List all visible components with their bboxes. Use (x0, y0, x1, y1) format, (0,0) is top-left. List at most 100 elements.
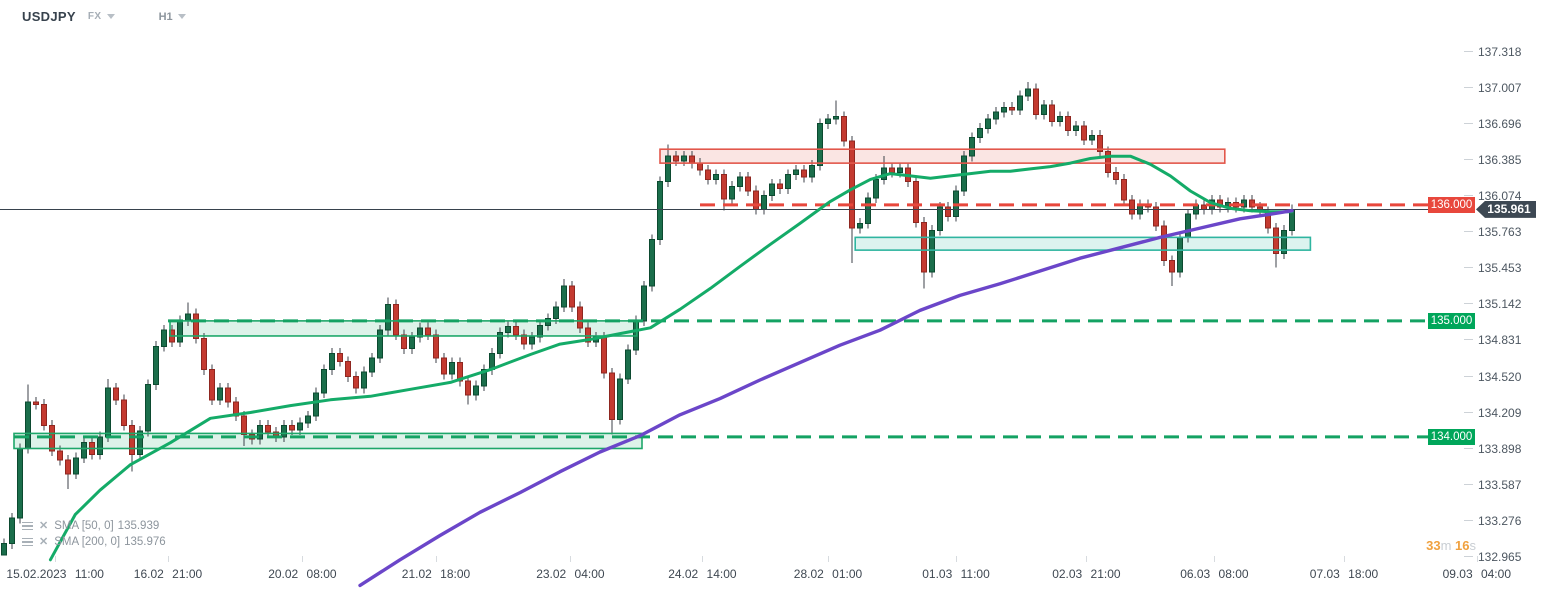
price-axis-tick (1464, 195, 1473, 197)
time-axis-label: 06.03 08:00 (1180, 567, 1249, 581)
timer-minutes: 33 (1426, 538, 1441, 553)
time-axis-tick (1476, 556, 1478, 562)
bear-candle (465, 380, 471, 396)
bull-candle (313, 392, 319, 417)
bear-candle (849, 140, 855, 229)
bull-candle (625, 349, 631, 380)
bear-candle (425, 327, 431, 336)
bull-candle (769, 183, 775, 197)
indicator-settings-icon[interactable] (22, 537, 33, 547)
bear-candle (1129, 199, 1135, 215)
bear-candle (777, 183, 783, 190)
bull-candle (385, 304, 391, 331)
bear-candle (801, 169, 807, 178)
bull-candle (729, 185, 735, 200)
time-axis-label: 02.03 21:00 (1052, 567, 1121, 581)
time-axis-label: 20.02 08:00 (268, 567, 337, 581)
bear-candle (1161, 225, 1167, 262)
indicator-row-sma200: ✕ SMA [200, 0] 135.976 (22, 534, 166, 550)
bull-candle (641, 285, 647, 322)
bull-candle (713, 174, 719, 180)
price-axis-label: 136.074 (1478, 189, 1522, 204)
bull-candle (865, 197, 871, 224)
chevron-down-icon (106, 14, 115, 19)
bear-candle (569, 285, 575, 308)
bear-candle (609, 372, 615, 420)
bear-candle (1169, 260, 1175, 273)
market-dropdown[interactable]: FX (88, 11, 115, 22)
price-axis-tick (1464, 411, 1473, 413)
bear-candle (345, 360, 351, 378)
price-level-badge[interactable]: 135.000 (1428, 312, 1475, 329)
bull-candle (617, 378, 623, 420)
bear-candle (1153, 206, 1159, 227)
bull-candle (1089, 134, 1095, 141)
sma-line (358, 209, 1294, 588)
bear-candle (673, 155, 679, 162)
bull-candle (1017, 95, 1023, 111)
bear-candle (521, 334, 527, 345)
bear-candle (721, 174, 727, 200)
bull-candle (1073, 125, 1079, 132)
time-axis-tick (436, 556, 437, 562)
symbol-selector[interactable]: USDJPY (22, 9, 76, 24)
bull-candle (737, 176, 743, 187)
bull-candle (9, 517, 15, 545)
bull-candle (937, 206, 943, 231)
bull-candle (1001, 106, 1007, 113)
bull-candle (1041, 104, 1047, 115)
price-level-badge[interactable]: 136.000 (1428, 196, 1475, 213)
market-label: FX (87, 11, 102, 22)
bull-candle (97, 436, 103, 455)
time-axis-label: 23.02 04:00 (536, 567, 605, 581)
bear-candle (705, 169, 711, 180)
time-axis-tick (168, 556, 169, 562)
bull-candle (481, 369, 487, 387)
bear-candle (841, 116, 847, 142)
time-axis-label: 07.03 18:00 (1309, 567, 1379, 581)
bull-candle (1057, 116, 1063, 122)
timeframe-dropdown[interactable]: H1 (159, 11, 186, 23)
bull-candle (137, 430, 143, 455)
bear-candle (289, 424, 295, 431)
bear-candle (1065, 116, 1071, 132)
price-axis-tick (1464, 267, 1473, 269)
bull-candle (1185, 213, 1191, 238)
price-axis-label: 134.209 (1478, 405, 1522, 420)
indicator-remove-icon[interactable]: ✕ (39, 535, 49, 548)
bear-candle (241, 415, 247, 436)
time-axis-label: 01.03 11:00 (922, 567, 990, 581)
bull-candle (17, 447, 23, 519)
bull-candle (153, 345, 159, 386)
bull-candle (537, 325, 543, 338)
bull-candle (361, 371, 367, 389)
bull-candle (809, 164, 815, 178)
bear-candle (401, 334, 407, 350)
bear-candle (41, 403, 47, 426)
bear-candle (1033, 88, 1039, 115)
bull-candle (665, 155, 671, 183)
bull-candle (1, 543, 7, 556)
plot-area (1, 81, 1440, 556)
indicator-remove-icon[interactable]: ✕ (39, 519, 49, 532)
price-level-badge[interactable]: 134.000 (1428, 428, 1475, 445)
bull-candle (529, 336, 535, 345)
bull-candle (929, 229, 935, 273)
current-price-badge: 135.961 (1476, 200, 1536, 218)
demand-zone-mid (170, 320, 637, 336)
bear-candle (209, 369, 215, 401)
bull-candle (505, 326, 511, 333)
chart-header: USDJPY FX H1 (22, 9, 186, 24)
price-axis-tick (1464, 339, 1473, 341)
indicator-value: 135.976 (124, 536, 166, 548)
bear-candle (1009, 106, 1015, 111)
bear-candle (601, 336, 607, 374)
bull-candle (185, 313, 191, 322)
bear-candle (1113, 171, 1119, 180)
bull-candle (161, 329, 167, 347)
bull-candle (417, 327, 423, 338)
bear-candle (441, 357, 447, 375)
indicator-settings-icon[interactable] (22, 521, 33, 531)
price-axis-label: 137.007 (1478, 81, 1522, 96)
